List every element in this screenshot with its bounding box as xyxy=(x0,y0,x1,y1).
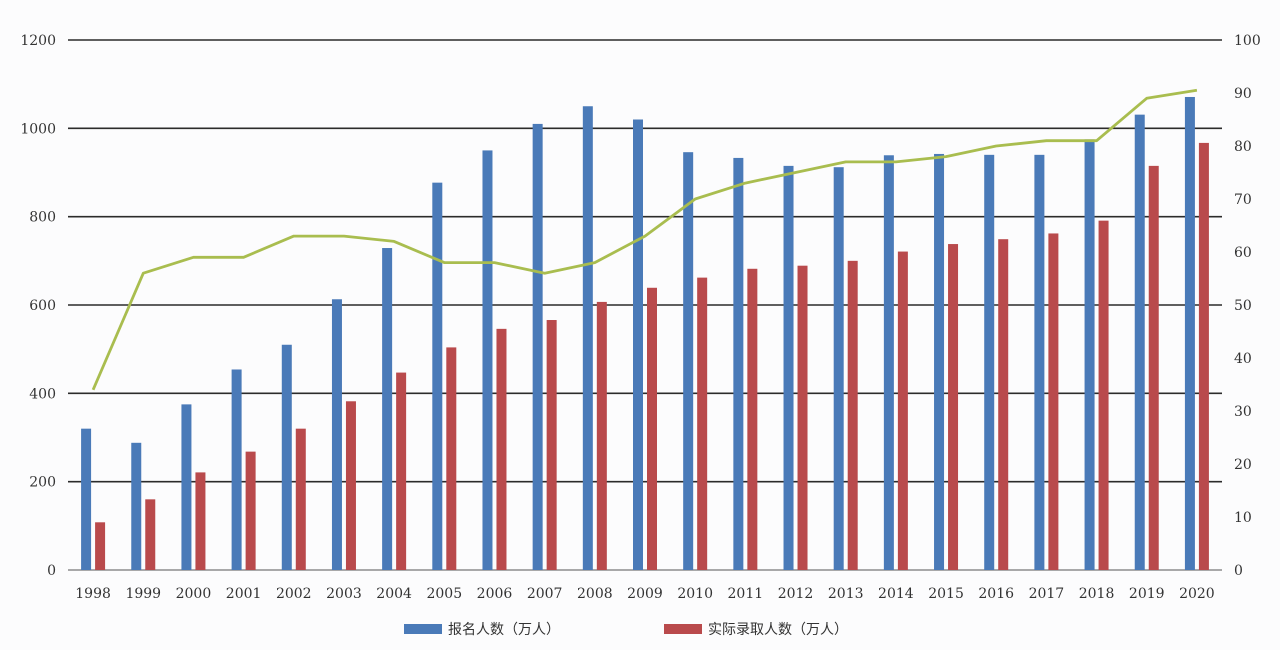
y-left-tick-label: 0 xyxy=(47,563,56,579)
y-right-tick-label: 0 xyxy=(1234,563,1243,579)
bar-admitted-1999 xyxy=(145,499,156,570)
legend: 报名人数（万人） 实际录取人数（万人） xyxy=(404,622,848,638)
bar-applicants-2002 xyxy=(281,344,292,570)
y-right-tick-label: 70 xyxy=(1234,192,1252,208)
y-left-tick-label: 1000 xyxy=(20,121,56,137)
bar-applicants-2004 xyxy=(382,248,393,570)
bar-applicants-2020 xyxy=(1184,96,1195,570)
bar-admitted-2004 xyxy=(396,372,407,570)
bar-applicants-2008 xyxy=(582,106,593,570)
bar-applicants-2017 xyxy=(1034,154,1045,571)
y-right-tick-label: 100 xyxy=(1234,33,1261,49)
bar-applicants-2001 xyxy=(231,369,242,570)
bar-applicants-2015 xyxy=(934,153,945,570)
x-tick-label: 2007 xyxy=(527,586,563,602)
gridlines xyxy=(68,39,1222,571)
bar-applicants-2009 xyxy=(633,119,643,570)
x-tick-label: 2001 xyxy=(226,586,262,602)
bar-admitted-2014 xyxy=(897,251,908,570)
x-tick-label: 1999 xyxy=(125,586,161,602)
bar-admitted-2002 xyxy=(295,428,306,570)
bar-applicants-2000 xyxy=(181,404,192,570)
bar-admitted-2020 xyxy=(1198,142,1209,571)
x-tick-label: 2017 xyxy=(1029,586,1065,602)
y-left-tick-label: 200 xyxy=(29,475,56,491)
y-left-tick-label: 1200 xyxy=(20,33,56,49)
x-tick-label: 2003 xyxy=(326,586,362,602)
bar-admitted-2018 xyxy=(1098,220,1109,570)
bar-applicants-2018 xyxy=(1084,139,1095,570)
x-tick-label: 2013 xyxy=(828,586,864,602)
bar-admitted-1998 xyxy=(95,522,106,570)
y-left-tick-label: 800 xyxy=(29,210,56,226)
x-tick-label: 2011 xyxy=(728,586,764,602)
bars xyxy=(81,96,1209,571)
x-tick-label: 2014 xyxy=(878,586,914,602)
bar-admitted-2007 xyxy=(546,320,557,570)
bar-admitted-2010 xyxy=(697,277,708,570)
bar-applicants-2012 xyxy=(783,165,794,570)
x-tick-label: 2010 xyxy=(677,586,713,602)
legend-swatch xyxy=(664,624,702,634)
x-tick-label: 2016 xyxy=(978,586,1014,602)
bar-admitted-2005 xyxy=(446,347,457,570)
y-right-tick-label: 80 xyxy=(1234,139,1252,155)
bar-applicants-1998 xyxy=(81,428,92,570)
y-left-tick-label: 400 xyxy=(29,386,56,402)
y-right-tick-label: 20 xyxy=(1234,457,1252,473)
legend-label: 实际录取人数（万人） xyxy=(708,622,848,638)
y-right-tick-label: 50 xyxy=(1234,298,1252,314)
rate-line xyxy=(91,88,1198,391)
bar-applicants-2006 xyxy=(482,150,493,570)
bar-applicants-2013 xyxy=(833,167,844,570)
bar-admitted-2000 xyxy=(195,472,206,570)
bar-admitted-2012 xyxy=(797,265,808,570)
rate-line-path xyxy=(91,88,1198,391)
bar-admitted-2011 xyxy=(747,268,758,570)
bar-admitted-2006 xyxy=(496,328,507,570)
x-tick-label: 2006 xyxy=(477,586,513,602)
bar-applicants-2003 xyxy=(331,299,342,570)
x-tick-label: 2008 xyxy=(577,586,613,602)
bar-applicants-1999 xyxy=(131,442,142,570)
bar-admitted-2019 xyxy=(1148,165,1159,570)
y-right-tick-label: 90 xyxy=(1234,86,1252,102)
y-right-tick-label: 10 xyxy=(1234,510,1252,526)
bar-admitted-2009 xyxy=(647,287,657,570)
x-tick-label: 2019 xyxy=(1129,586,1165,602)
x-tick-label: 2009 xyxy=(627,586,663,602)
bar-admitted-2013 xyxy=(847,260,858,570)
x-tick-label: 2000 xyxy=(176,586,212,602)
bar-admitted-2001 xyxy=(245,451,256,570)
x-tick-label: 1998 xyxy=(75,586,111,602)
bar-admitted-2003 xyxy=(345,401,356,570)
x-tick-label: 2012 xyxy=(778,586,814,602)
bar-admitted-2015 xyxy=(948,244,959,571)
y-right-tick-label: 60 xyxy=(1234,245,1252,261)
legend-swatch xyxy=(404,624,442,634)
legend-label: 报名人数（万人） xyxy=(448,622,560,638)
bar-applicants-2011 xyxy=(733,157,744,571)
x-tick-label: 2005 xyxy=(426,586,462,602)
bar-applicants-2016 xyxy=(984,154,995,571)
x-tick-label: 2002 xyxy=(276,586,312,602)
x-tick-label: 2015 xyxy=(928,586,964,602)
bar-admitted-2017 xyxy=(1048,233,1059,570)
y-left-tick-label: 600 xyxy=(29,298,56,314)
x-tick-label: 2004 xyxy=(376,586,412,602)
bar-applicants-2005 xyxy=(432,182,443,571)
bar-admitted-2008 xyxy=(596,301,607,570)
x-tick-label: 2018 xyxy=(1079,586,1115,602)
y-right-tick-label: 40 xyxy=(1234,351,1252,367)
bar-applicants-2010 xyxy=(683,152,694,570)
x-tick-label: 2020 xyxy=(1179,586,1215,602)
bar-applicants-2007 xyxy=(532,123,543,571)
bar-applicants-2014 xyxy=(883,155,894,570)
bar-admitted-2016 xyxy=(998,239,1009,571)
axes: 1998 1999 2000 2001 2002 2003 2004 2005 2006 2007… xyxy=(20,33,1260,602)
bar-applicants-2019 xyxy=(1134,114,1145,571)
y-right-tick-label: 30 xyxy=(1234,404,1252,420)
